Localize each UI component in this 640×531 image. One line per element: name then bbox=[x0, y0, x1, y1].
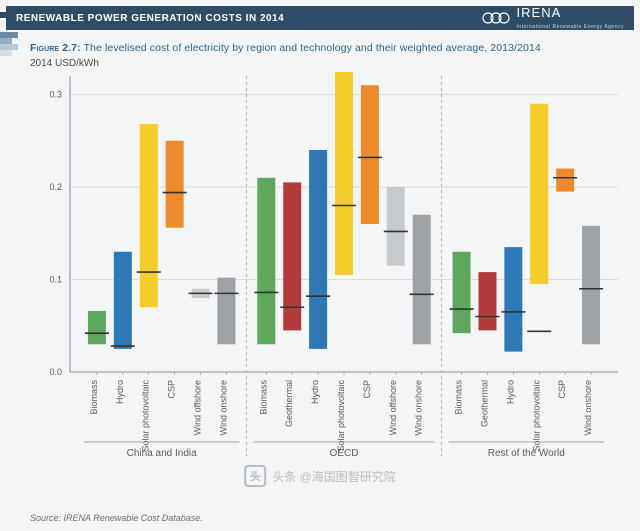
range-bar bbox=[530, 104, 548, 284]
category-label: Geothermal bbox=[284, 380, 294, 427]
category-label: Wind onshore bbox=[218, 380, 228, 436]
watermark: 头 头条 @海国图智研究院 bbox=[244, 465, 396, 487]
category-label: Biomass bbox=[89, 380, 99, 415]
category-label: Wind offshore bbox=[193, 380, 203, 435]
range-bar bbox=[478, 272, 496, 330]
category-label: CSP bbox=[167, 380, 177, 399]
y-axis-unit: 2014 USD/kWh bbox=[30, 58, 99, 69]
watermark-text: 头条 @海国图智研究院 bbox=[272, 468, 396, 485]
figure-title-text: The levelised cost of electricity by reg… bbox=[84, 42, 541, 54]
category-label: CSP bbox=[362, 380, 372, 399]
category-label: CSP bbox=[557, 380, 567, 399]
y-tick-label: 0.3 bbox=[49, 90, 62, 100]
page-root: RENEWABLE POWER GENERATION COSTS IN 2014… bbox=[0, 0, 640, 531]
category-label: Wind onshore bbox=[583, 380, 593, 436]
range-bar bbox=[335, 72, 353, 275]
brand: IRENA International Renewable Energy Age… bbox=[481, 5, 624, 31]
watermark-icon: 头 bbox=[244, 465, 266, 487]
group-label: China and India bbox=[127, 448, 197, 459]
brand-name: IRENA bbox=[517, 5, 562, 20]
category-label: Wind onshore bbox=[414, 380, 424, 436]
source-line: Source: IRENA Renewable Cost Database. bbox=[30, 513, 203, 523]
category-label: Solar photovoltaic bbox=[141, 380, 151, 452]
range-bar bbox=[88, 311, 106, 344]
range-bar bbox=[257, 178, 275, 345]
range-bar bbox=[361, 85, 379, 224]
range-bar bbox=[283, 182, 301, 330]
range-bar bbox=[453, 252, 471, 333]
category-label: Solar photovoltaic bbox=[336, 380, 346, 452]
category-label: Geothermal bbox=[480, 380, 490, 427]
header-title: RENEWABLE POWER GENERATION COSTS IN 2014 bbox=[16, 13, 284, 24]
range-bar bbox=[114, 252, 132, 349]
range-bar bbox=[166, 141, 184, 228]
chart-area: 0.0 0.1 0.2 0.3 Biomass Hydro Solar photovolta… bbox=[30, 72, 624, 462]
y-tick-label: 0.2 bbox=[49, 182, 62, 192]
irena-logo-icon bbox=[481, 11, 511, 25]
brand-subtitle: International Renewable Energy Agency bbox=[517, 24, 624, 30]
range-bar bbox=[309, 150, 327, 349]
category-label: Wind offshore bbox=[388, 380, 398, 435]
category-label: Hydro bbox=[505, 380, 515, 404]
y-tick-label: 0.0 bbox=[49, 367, 62, 377]
figure-title: Figure 2.7: The levelised cost of electr… bbox=[30, 42, 630, 54]
y-tick-label: 0.1 bbox=[49, 275, 62, 285]
source-label: Source: bbox=[30, 513, 61, 523]
category-label: Hydro bbox=[310, 380, 320, 404]
figure-number: Figure 2.7: bbox=[30, 42, 81, 54]
category-label: Biomass bbox=[454, 380, 464, 415]
category-label: Solar photovoltaic bbox=[531, 380, 541, 452]
header-bar: RENEWABLE POWER GENERATION COSTS IN 2014… bbox=[6, 6, 634, 30]
range-bar bbox=[413, 215, 431, 345]
range-bar bbox=[217, 278, 235, 345]
range-bar bbox=[504, 247, 522, 352]
category-label: Hydro bbox=[115, 380, 125, 404]
group-label: OECD bbox=[330, 448, 359, 459]
range-bar bbox=[387, 187, 405, 266]
range-bar bbox=[140, 124, 158, 307]
category-label: Biomass bbox=[258, 380, 268, 415]
source-text: IRENA Renewable Cost Database. bbox=[64, 513, 203, 523]
chart-svg: 0.0 0.1 0.2 0.3 Biomass Hydro Solar photovolta… bbox=[30, 72, 624, 462]
range-bar bbox=[582, 226, 600, 344]
group-label: Rest of the World bbox=[488, 448, 565, 459]
range-bar bbox=[556, 169, 574, 192]
